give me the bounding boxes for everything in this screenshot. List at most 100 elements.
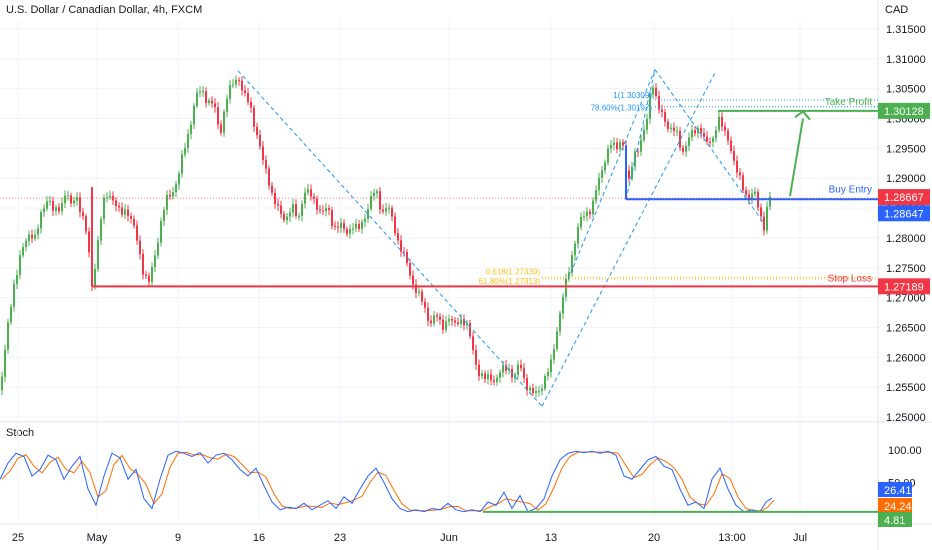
candle-body (715, 130, 717, 139)
time-tick-label: 16 (253, 532, 265, 544)
stoch-d-line (1, 451, 775, 512)
time-tick-label: 13 (545, 532, 557, 544)
candle-body (334, 225, 336, 227)
candle-body (352, 228, 354, 230)
candle-body (145, 274, 147, 276)
candle-body (568, 272, 570, 279)
candle-body (316, 198, 318, 210)
candle-body (364, 218, 366, 222)
candle-body (421, 291, 423, 302)
candle-body (691, 130, 693, 138)
candle-body (481, 373, 483, 377)
takeprofit-price-badge: 1.30128 (884, 106, 924, 118)
candle-body (61, 203, 63, 212)
candle-body (712, 138, 714, 143)
candle-body (565, 278, 567, 297)
candle-body (673, 127, 675, 131)
candle-body (235, 79, 237, 85)
candle-body (220, 124, 222, 133)
candle-body (493, 380, 495, 383)
candle-body (130, 216, 132, 219)
pattern-leg (625, 69, 656, 200)
candle-body (22, 246, 24, 256)
candle-body (703, 133, 705, 137)
candle-body (37, 228, 39, 235)
time-tick-label: 25 (12, 532, 24, 544)
stoch-badge: 26.41 (884, 485, 912, 497)
candle-body (679, 130, 681, 148)
candle-body (256, 126, 258, 136)
candle-body (211, 100, 213, 104)
candle-body (460, 319, 462, 324)
candle-body (262, 146, 264, 160)
candle-body (646, 118, 648, 130)
candle-body (664, 112, 666, 122)
candle-body (172, 192, 174, 197)
candle-body (538, 391, 540, 393)
candle-body (154, 255, 156, 268)
candle-body (607, 148, 609, 163)
candle-body (463, 319, 465, 326)
candle-body (709, 141, 711, 143)
candle-body (313, 196, 315, 199)
candle-body (541, 388, 543, 392)
candle-body (265, 159, 267, 169)
candle-body (400, 240, 402, 252)
candle-body (58, 207, 60, 212)
candle-body (631, 166, 633, 179)
candle-body (355, 223, 357, 229)
candle-body (46, 201, 48, 209)
candle-body (601, 170, 603, 178)
candle-body (439, 316, 441, 320)
candle-body (487, 374, 489, 380)
current-price-badge: 1.28667 (884, 192, 924, 204)
candle-body (688, 137, 690, 146)
stop-loss-label: Stop Loss (828, 273, 872, 284)
candle-body (367, 209, 369, 219)
price-tick-label: 1.25000 (886, 412, 926, 424)
candle-body (403, 251, 405, 253)
candle-body (13, 283, 15, 307)
candle-body (1, 376, 3, 391)
candle-body (466, 323, 468, 326)
candle-body (361, 221, 363, 229)
candle-body (727, 130, 729, 141)
candle-body (19, 255, 21, 276)
candle-body (718, 116, 720, 131)
takeprofit-price-badge-bg (878, 102, 930, 119)
price-tick-label: 1.27000 (886, 293, 926, 305)
candle-body (187, 133, 189, 149)
candle-body (103, 197, 105, 220)
candle-body (616, 142, 618, 150)
candle-body (301, 203, 303, 217)
stoch-badge-bg (878, 482, 912, 497)
candle-body (724, 126, 726, 131)
candle-body (412, 275, 414, 285)
candle-body (190, 124, 192, 134)
candle-body (43, 208, 45, 213)
candle-body (343, 223, 345, 230)
candle-body (763, 216, 765, 231)
candle-body (433, 315, 435, 324)
candle-body (160, 221, 162, 243)
candle-body (682, 147, 684, 152)
candle-body (556, 331, 558, 350)
price-tick-label: 1.26000 (886, 352, 926, 364)
candle-body (667, 121, 669, 130)
candle-body (322, 210, 324, 212)
candle-body (151, 267, 153, 282)
candle-body (628, 170, 630, 179)
candle-body (121, 207, 123, 215)
candle-body (76, 197, 78, 201)
candle-body (697, 127, 699, 134)
candle-body (574, 243, 576, 256)
candle-body (250, 101, 252, 108)
candle-body (640, 139, 642, 152)
candle-body (652, 87, 654, 95)
candle-body (655, 87, 657, 97)
candle-body (748, 194, 750, 200)
candle-body (244, 90, 246, 94)
candle-body (583, 216, 585, 218)
candle-body (376, 191, 378, 193)
